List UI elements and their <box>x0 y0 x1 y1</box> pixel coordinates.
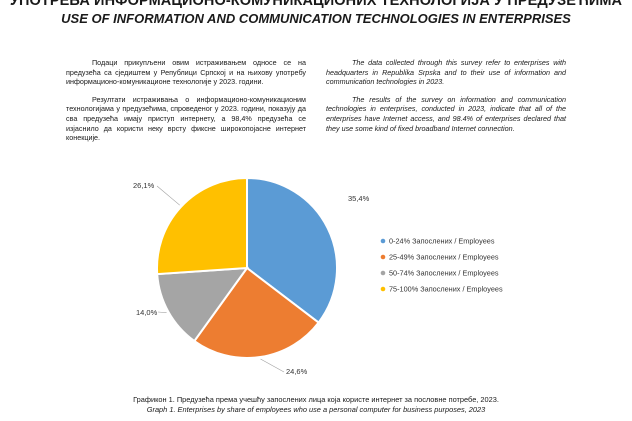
legend-marker-4 <box>380 286 386 292</box>
chart-caption-latin: Graph 1. Enterprises by share of employe… <box>146 405 486 414</box>
legend-label-1: 0-24% Запослених / Employees <box>389 237 495 246</box>
leader-line-4 <box>156 185 180 206</box>
chart-caption-cyrillic: Графикон 1. Предузећа према учешћу запос… <box>133 395 499 404</box>
leader-line-3 <box>157 311 167 313</box>
legend-label-2: 25-49% Запослених / Employees <box>389 253 499 262</box>
pie-slice-3 <box>156 266 250 343</box>
left-paragraph-2: Резултати истраживања о информационо-ком… <box>66 94 306 143</box>
legend-label-3: 50-74% Запослених / Employees <box>389 269 499 278</box>
right-paragraph-2: The results of the survey on information… <box>326 94 566 133</box>
legend-marker-2 <box>380 254 386 260</box>
leader-line-2 <box>260 358 285 373</box>
page-title-latin: USE OF INFORMATION AND COMMUNICATION TEC… <box>61 11 571 26</box>
data-label-1: 35,4% <box>348 194 370 203</box>
left-text-column: Подаци прикупљени овим истраживањем одно… <box>66 58 306 151</box>
right-paragraph-1: The data collected through this survey r… <box>326 58 566 87</box>
legend-marker-1 <box>380 238 386 244</box>
legend-marker-3 <box>380 270 386 276</box>
data-label-3: 14,0% <box>136 308 158 317</box>
pie-slice-1 <box>246 176 338 324</box>
legend-label-4: 75-100% Запослених / Employees <box>389 285 503 294</box>
data-label-2: 24,6% <box>286 367 308 376</box>
pie-slice-2 <box>192 266 320 359</box>
right-text-column: The data collected through this survey r… <box>326 58 566 141</box>
pie-slice-4 <box>156 176 248 276</box>
data-label-4: 26,1% <box>133 181 155 190</box>
page-title-cyrillic: УПОТРЕБА ИНФОРМАЦИОНО-КОМУНИКАЦИОНИХ ТЕХ… <box>9 0 623 9</box>
left-paragraph-1: Подаци прикупљени овим истраживањем одно… <box>66 58 306 87</box>
